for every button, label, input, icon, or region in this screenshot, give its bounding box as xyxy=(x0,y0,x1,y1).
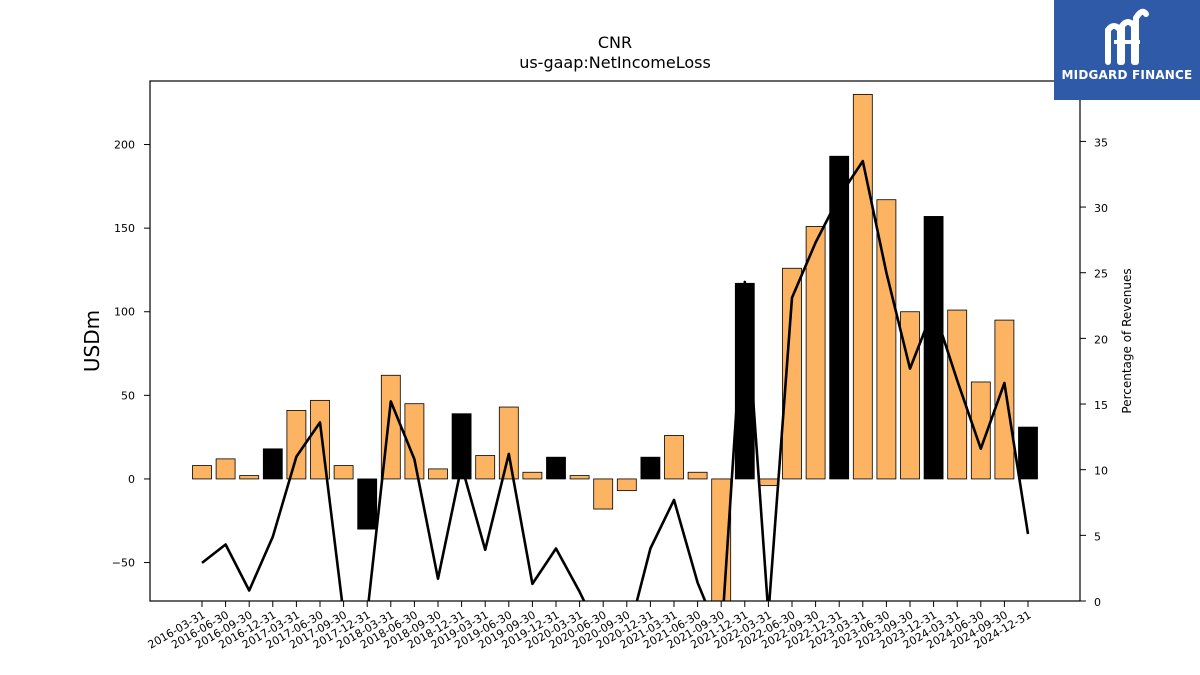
bar-2019-09-30 xyxy=(522,471,543,480)
y-tick-label: 200 xyxy=(114,139,135,152)
bar-2023-03-31 xyxy=(852,93,873,480)
y-tick-label: 50 xyxy=(121,389,135,402)
bar-2020-12-31 xyxy=(640,456,661,480)
line-group xyxy=(201,159,1030,601)
bar-2020-09-30 xyxy=(616,478,637,492)
y2-tick-label: 10 xyxy=(1094,465,1108,478)
bar-2020-03-31 xyxy=(569,475,590,480)
bar-2018-09-30 xyxy=(428,468,448,480)
bar-2016-09-30 xyxy=(239,475,260,480)
y2-tick-label: 15 xyxy=(1094,399,1108,412)
bar-2019-06-30 xyxy=(498,406,519,480)
chart-title: CNR xyxy=(598,33,632,52)
bar-2017-12-31 xyxy=(357,478,378,530)
y2-axis-label: Percentage of Revenues xyxy=(1120,268,1134,413)
logo-text: MIDGARD FINANCE xyxy=(1061,68,1193,82)
bar-2022-03-31 xyxy=(758,478,779,487)
bar-2016-06-30 xyxy=(215,458,236,480)
bar-2022-12-31 xyxy=(829,155,850,480)
bar-2024-12-31 xyxy=(1018,426,1038,480)
bar-2016-03-31 xyxy=(192,465,212,480)
bar-2021-06-30 xyxy=(687,471,708,480)
y2-tick-label: 0 xyxy=(1094,596,1101,609)
midgard-finance-logo: MIDGARD FINANCE xyxy=(1054,0,1200,100)
bar-2024-06-30 xyxy=(970,381,991,480)
bar-2019-12-31 xyxy=(546,456,566,480)
plot-area: −50050100150200051015202530352016-03-312… xyxy=(112,93,1108,652)
bar-2017-03-31 xyxy=(286,409,307,480)
bar-2018-06-30 xyxy=(404,403,425,480)
percentage-line xyxy=(201,159,1030,601)
y-tick-label: 100 xyxy=(114,306,135,319)
bar-2023-06-30 xyxy=(876,199,897,480)
y2-tick-label: 20 xyxy=(1094,333,1108,346)
bar-2021-03-31 xyxy=(664,435,684,480)
bar-2024-03-31 xyxy=(947,309,968,480)
plot-frame xyxy=(149,80,1081,602)
y2-tick-label: 5 xyxy=(1094,530,1101,543)
bar-2017-09-30 xyxy=(333,465,354,480)
bar-2016-12-31 xyxy=(262,448,283,480)
bar-2022-09-30 xyxy=(805,226,826,480)
bar-2023-12-31 xyxy=(923,216,944,480)
y-tick-label: −50 xyxy=(112,557,135,570)
y2-tick-label: 25 xyxy=(1094,268,1108,281)
midgard-logo-icon xyxy=(1105,8,1149,65)
bars-group xyxy=(192,93,1038,601)
bar-2018-12-31 xyxy=(451,413,472,480)
y-axis-label: USDm xyxy=(80,310,104,372)
bar-2022-06-30 xyxy=(782,267,802,480)
bar-2019-03-31 xyxy=(475,455,496,480)
y2-tick-label: 35 xyxy=(1094,136,1108,149)
y-tick-label: 0 xyxy=(128,473,135,486)
y2-tick-label: 30 xyxy=(1094,202,1108,215)
y-tick-label: 150 xyxy=(114,222,135,235)
bar-2020-06-30 xyxy=(593,478,614,510)
bar-2024-09-30 xyxy=(994,319,1015,480)
chart-subtitle: us-gaap:NetIncomeLoss xyxy=(519,53,711,72)
